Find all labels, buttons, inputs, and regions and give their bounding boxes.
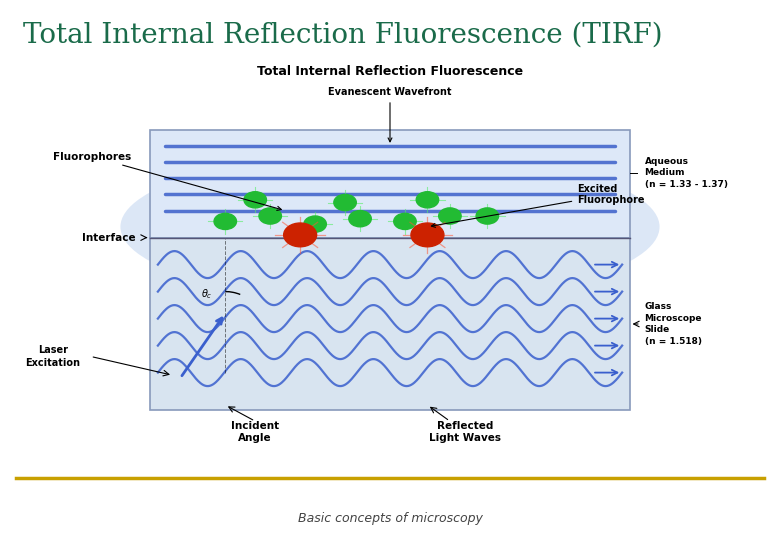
Circle shape (259, 208, 282, 224)
Bar (151, 238, 629, 410)
Text: Total Internal Reflection Fluorescence: Total Internal Reflection Fluorescence (257, 65, 523, 78)
Ellipse shape (120, 151, 660, 302)
Text: Interface: Interface (82, 233, 136, 242)
Circle shape (417, 192, 438, 208)
Circle shape (214, 213, 236, 230)
Circle shape (244, 192, 267, 208)
Text: $\theta_c$: $\theta_c$ (200, 287, 212, 301)
Circle shape (438, 208, 461, 224)
Bar (151, 130, 629, 238)
Circle shape (476, 208, 498, 224)
Circle shape (284, 223, 317, 247)
Text: Excited
Fluorophore: Excited Fluorophore (431, 184, 645, 227)
Text: Fluorophores: Fluorophores (53, 152, 282, 211)
Text: Total Internal Reflection Fluorescence (TIRF): Total Internal Reflection Fluorescence (… (23, 22, 663, 49)
Circle shape (394, 213, 417, 230)
Text: Evanescent Wavefront: Evanescent Wavefront (328, 87, 452, 142)
Text: Glass
Microscope
Slide
(n = 1.518): Glass Microscope Slide (n = 1.518) (644, 302, 702, 346)
Circle shape (349, 211, 371, 227)
Circle shape (304, 216, 326, 232)
Text: Laser
Excitation: Laser Excitation (26, 345, 80, 368)
Text: Reflected
Light Waves: Reflected Light Waves (429, 421, 501, 443)
Circle shape (411, 223, 444, 247)
Circle shape (334, 194, 356, 211)
Text: Incident
Angle: Incident Angle (231, 421, 279, 443)
Text: Aqueous
Medium
(n = 1.33 - 1.37): Aqueous Medium (n = 1.33 - 1.37) (644, 157, 728, 189)
Text: Basic concepts of microscopy: Basic concepts of microscopy (297, 512, 483, 525)
